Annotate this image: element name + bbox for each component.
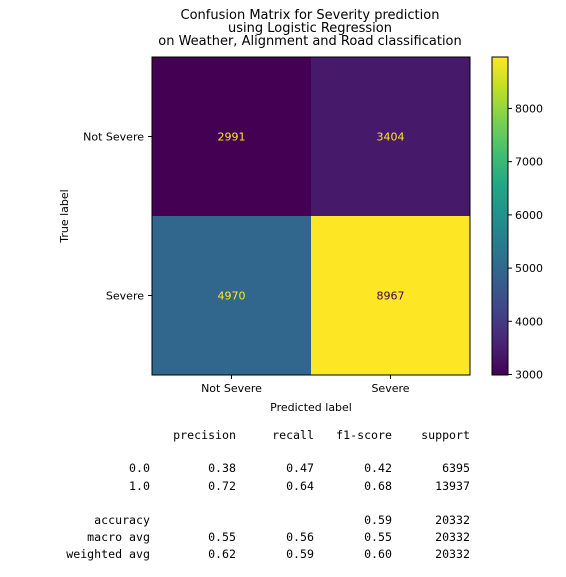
confusion-matrix-chart: 2991 3404 4970 8967 Not Severe Severe Not Se… xyxy=(58,56,543,414)
x-tick-label: Not Severe xyxy=(201,382,262,395)
y-axis-ticks: Not Severe Severe xyxy=(83,131,152,303)
report-support: 6395 xyxy=(442,461,470,475)
report-recall: 0.59 xyxy=(286,547,314,561)
report-recall: 0.47 xyxy=(286,461,314,475)
x-axis-ticks: Not Severe Severe xyxy=(201,375,410,395)
colorbar-tick-label: 8000 xyxy=(515,102,543,115)
report-header: support xyxy=(421,428,470,442)
report-precision: 0.55 xyxy=(208,530,236,544)
matrix-cell-value-0-0: 2991 xyxy=(218,131,246,144)
report-header: precision xyxy=(173,428,236,442)
colorbar xyxy=(491,56,509,376)
report-f1-score: 0.55 xyxy=(364,530,392,544)
colorbar-tick-label: 7000 xyxy=(515,156,543,169)
report-precision: 0.72 xyxy=(208,479,236,493)
report-f1-score: 0.60 xyxy=(364,547,392,561)
report-support: 13937 xyxy=(435,479,470,493)
colorbar-tick-label: 6000 xyxy=(515,209,543,222)
matrix-cell-value-1-1: 8967 xyxy=(377,290,405,303)
x-tick-label: Severe xyxy=(371,382,409,395)
matrix-cell-0-0 xyxy=(152,57,311,216)
colorbar-tick-label: 3000 xyxy=(515,369,543,382)
chart-title-line-3: on Weather, Alignment and Road classific… xyxy=(158,34,462,49)
report-f1-score: 0.42 xyxy=(364,461,392,475)
report-support: 20332 xyxy=(435,513,470,527)
classification-report: precision recall f1-score support 0.0 0.38 0.4… xyxy=(0,426,566,576)
colorbar-tick-label: 5000 xyxy=(515,262,543,275)
chart-title-line-2: using Logistic Regression xyxy=(228,21,392,36)
matrix-cell-value-0-1: 3404 xyxy=(377,131,405,144)
y-tick-label: Not Severe xyxy=(83,131,144,144)
report-row-label: weighted avg xyxy=(66,547,150,561)
matrix-frame xyxy=(151,56,471,376)
report-recall: 0.56 xyxy=(286,530,314,544)
report-f1-score: 0.68 xyxy=(364,479,392,493)
matrix-cell-1-0 xyxy=(152,216,311,375)
report-precision: 0.38 xyxy=(208,461,236,475)
y-tick-label: Severe xyxy=(106,290,144,303)
report-row-label: 0.0 xyxy=(129,461,150,475)
report-f1-score: 0.59 xyxy=(364,513,392,527)
report-support: 20332 xyxy=(435,547,470,561)
colorbar-tick-label: 4000 xyxy=(515,315,543,328)
colorbar-ticks: 3000 4000 5000 6000 7000 8000 xyxy=(508,102,543,382)
report-row-label: accuracy xyxy=(94,513,150,527)
x-axis-label: Predicted label xyxy=(270,401,352,414)
y-axis-label: True label xyxy=(58,189,71,243)
report-header: f1-score xyxy=(336,428,392,442)
report-precision: 0.62 xyxy=(208,547,236,561)
report-recall: 0.64 xyxy=(286,479,314,493)
chart-title-line-1: Confusion Matrix for Severity prediction xyxy=(180,8,440,23)
report-row-label: macro avg xyxy=(87,530,150,544)
report-header: recall xyxy=(272,428,314,442)
matrix-cell-1-1 xyxy=(311,216,470,375)
matrix-cell-0-1 xyxy=(311,57,470,216)
matrix-cell-labels: 2991 3404 4970 8967 xyxy=(218,131,405,303)
matrix-cell-value-1-0: 4970 xyxy=(218,290,246,303)
report-row-label: 1.0 xyxy=(129,479,150,493)
report-support: 20332 xyxy=(435,530,470,544)
matrix-cells xyxy=(152,57,470,375)
